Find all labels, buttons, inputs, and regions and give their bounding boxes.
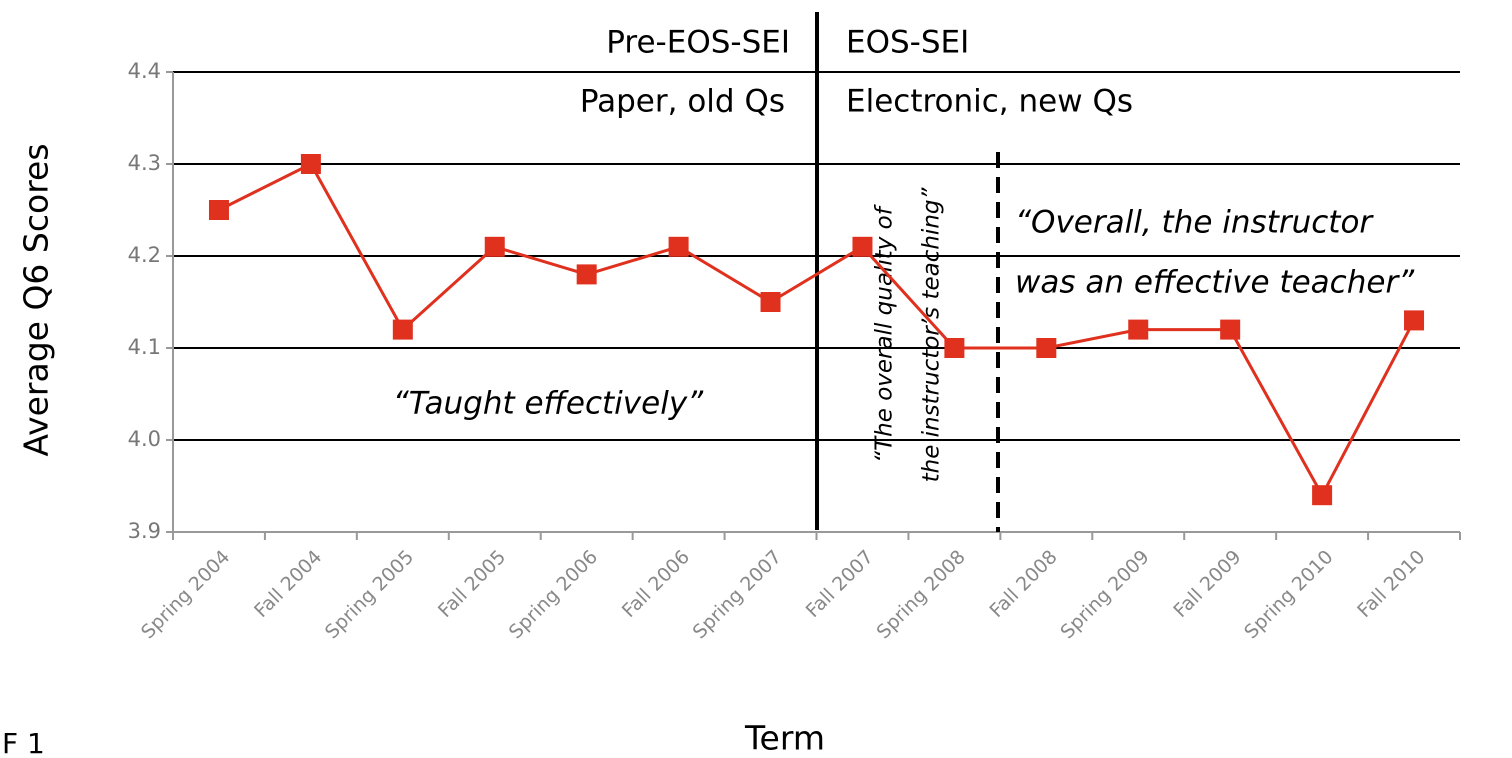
x-tick-label: Fall 2010: [1353, 546, 1429, 622]
data-point: [852, 236, 873, 257]
data-point: [1036, 338, 1057, 358]
x-tick-label: Spring 2005: [321, 546, 418, 643]
x-tick-label: Spring 2009: [1056, 546, 1153, 643]
y-tick-label: 3.9: [128, 519, 161, 543]
data-point: [300, 154, 321, 174]
data-point: [392, 319, 413, 340]
annotation: “Overall, the instructor: [1015, 205, 1374, 241]
x-axis-label: Term: [744, 719, 825, 758]
data-point: [1404, 310, 1425, 331]
annotation: EOS-SEI: [846, 25, 969, 61]
data-point: [1220, 319, 1241, 340]
x-tick-label: Fall 2005: [434, 546, 510, 622]
x-tick-label: Fall 2008: [986, 546, 1062, 622]
annotation: “Taught effectively”: [393, 386, 704, 422]
background-layer: [166, 71, 1461, 540]
x-tick-label: Spring 2006: [505, 546, 602, 643]
data-point: [208, 200, 229, 220]
figure-label: F 1: [2, 727, 45, 758]
data-point: [760, 292, 781, 312]
series-line: [218, 162, 1416, 499]
y-tick-label: 4.2: [128, 243, 161, 267]
x-tick-label: Fall 2004: [250, 546, 326, 622]
data-point: [668, 236, 689, 257]
annotation: Pre-EOS-SEI: [606, 25, 790, 61]
x-tick-label: Fall 2007: [802, 546, 878, 622]
data-point: [576, 264, 597, 285]
y-axis-label: Average Q6 Scores: [17, 143, 56, 456]
annotation: Electronic, new Qs: [846, 84, 1133, 120]
y-tick-label: 4.0: [128, 427, 161, 451]
x-tick-label: Fall 2006: [618, 546, 694, 622]
data-point: [1312, 485, 1333, 506]
data-point: [484, 236, 505, 257]
x-tick-label: Spring 2007: [689, 546, 786, 643]
x-tick-label: Spring 2004: [137, 546, 234, 643]
x-tick-label: Spring 2008: [872, 546, 969, 643]
y-tick-label: 4.1: [128, 335, 161, 359]
annotation: “The overall quality of: [872, 204, 898, 463]
x-tick-label: Spring 2010: [1240, 546, 1337, 643]
data-point: [944, 338, 965, 358]
x-tick-label: Fall 2009: [1169, 546, 1245, 622]
y-tick-label: 4.4: [128, 59, 161, 83]
annotation: Paper, old Qs: [580, 84, 785, 120]
y-tick-label: 4.3: [128, 151, 161, 175]
data-point: [1128, 319, 1149, 340]
annotation: was an effective teacher”: [1015, 265, 1415, 301]
